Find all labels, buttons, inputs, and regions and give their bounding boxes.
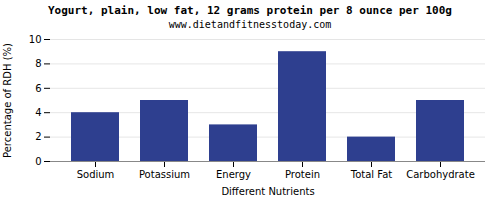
svg-text:Carbohydrate: Carbohydrate	[406, 169, 475, 180]
svg-text:Sodium: Sodium	[77, 169, 115, 180]
svg-text:4: 4	[35, 107, 41, 118]
svg-text:Potassium: Potassium	[139, 169, 190, 180]
svg-text:Different Nutrients: Different Nutrients	[221, 186, 314, 197]
svg-text:Percentage of RDH (%): Percentage of RDH (%)	[2, 43, 13, 158]
html-text:Yogurt, plain, low fat, 12 gra: Yogurt, plain, low fat, 12 grams protein…	[48, 4, 452, 17]
svg-text:2: 2	[35, 131, 41, 142]
html-text:www.dietandfitnesstoday.com: www.dietandfitnesstoday.com	[168, 19, 332, 30]
svg-text:Protein: Protein	[285, 169, 320, 180]
svg-text:8: 8	[35, 58, 41, 69]
svg-text:10: 10	[29, 34, 42, 45]
svg-text:Total Fat: Total Fat	[350, 169, 392, 180]
svg-text:Energy: Energy	[216, 169, 251, 180]
svg-text:0: 0	[35, 156, 41, 167]
svg-text:6: 6	[35, 83, 41, 94]
